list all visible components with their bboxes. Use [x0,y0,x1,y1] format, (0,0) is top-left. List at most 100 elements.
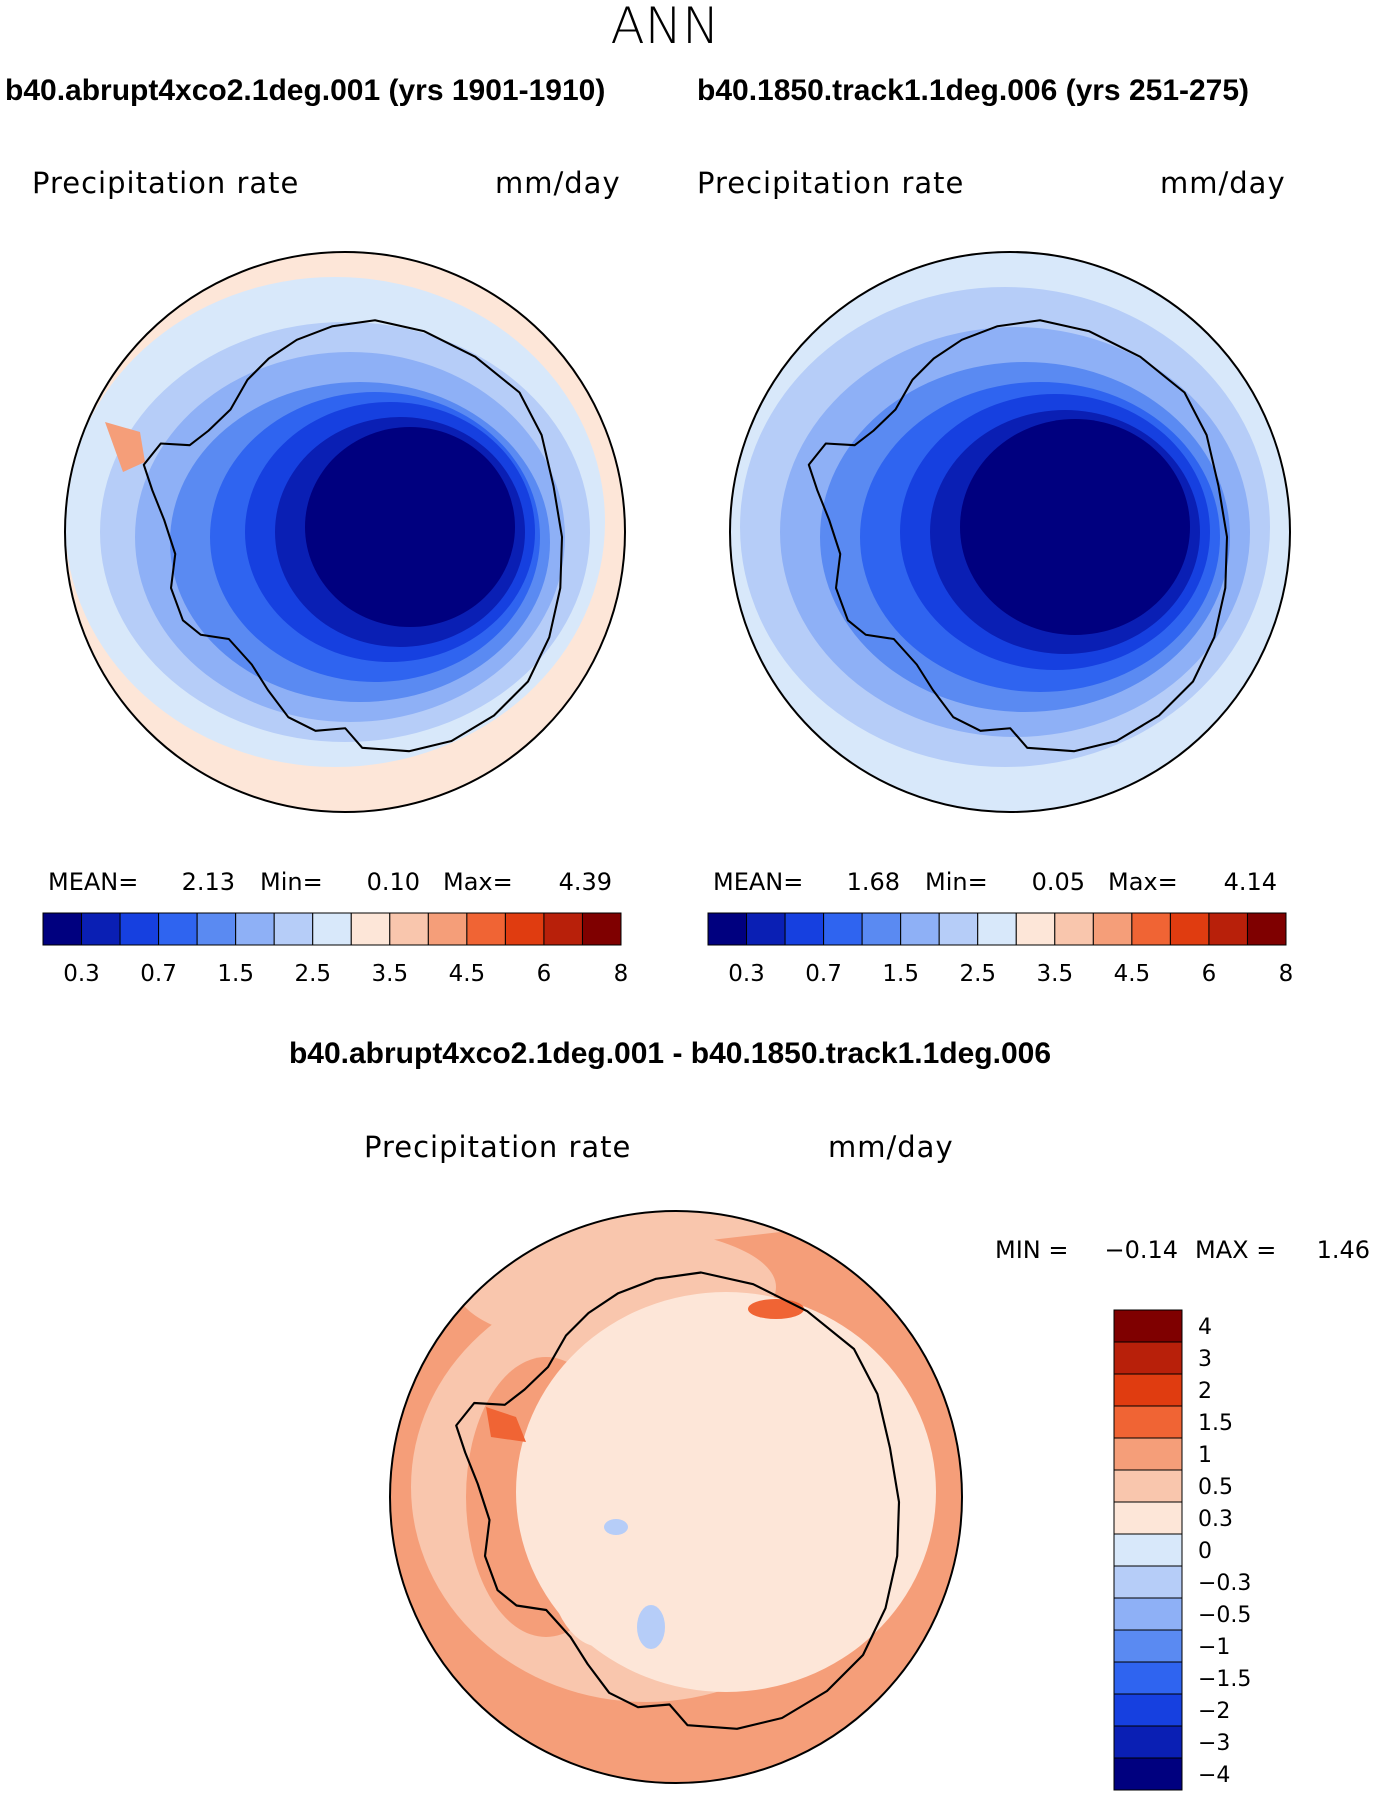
difference-colorbar-tick-label: −2 [1198,1699,1230,1724]
panel-b-colorbar-swatch [784,912,825,946]
difference-colorbar-tick-label: 1 [1198,1443,1212,1468]
panel-a-colorbar-tick-label: 4.5 [449,961,486,987]
panel-a-colorbar-swatch [158,912,198,946]
difference-colorbar-tick-label: −0.3 [1198,1571,1251,1596]
panel-b-colorbar-swatch [1246,912,1287,946]
difference-colorbar-tick-label: −1.5 [1198,1667,1251,1692]
panel-a-mean-label: MEAN= [48,868,138,896]
panel-b-colorbar-swatch [1092,912,1133,946]
difference-variable-name: Precipitation rate [364,1130,631,1164]
difference-colorbar-swatch [1113,1405,1183,1439]
panel-a-colorbar-swatch [196,912,237,946]
panel-b-map [729,251,1291,813]
panel-a-map [64,251,626,813]
difference-colorbar: 4 3 2 1.5 1 0.5 0.3 0 −0.3 −0.5 −1 −1.5 −2 −3 −4 [1113,1309,1251,1791]
difference-colorbar-tick-label: 0 [1198,1539,1212,1564]
panel-a-colorbar-swatch [235,912,275,946]
panel-a-colorbar-tick-label: 2.5 [294,961,331,987]
difference-colorbar-tick-label: 0.5 [1198,1475,1233,1500]
panel-b-colorbar-swatch [977,912,1017,946]
difference-colorbar-tick-label: −3 [1198,1731,1230,1756]
panel-a-colorbar-swatch [81,912,121,946]
difference-colorbar-swatch [1113,1373,1183,1407]
panel-a-colorbar-tick-label: 3.5 [372,961,409,987]
panel-a-colorbar-swatch [466,912,506,946]
difference-colorbar-swatch [1113,1341,1183,1375]
panel-b-colorbar-tick-label: 1.5 [882,961,919,987]
panel-a-colorbar-tick-label: 0.7 [140,961,177,987]
panel-b-colorbar-tick-label: 0.3 [728,961,765,987]
panel-b-colorbar-tick-label: 2.5 [959,961,996,987]
difference-colorbar-swatch [1113,1309,1183,1343]
difference-colorbar-tick-label: −0.5 [1198,1603,1251,1628]
panel-b-colorbar-tick-label: 6 [1202,961,1217,987]
panel-a-units: mm/day [495,166,621,200]
difference-colorbar-swatch [1113,1501,1183,1535]
panel-b-colorbar-swatch [1208,912,1248,946]
difference-map [389,1210,963,1784]
panel-b-colorbar-swatch [1054,912,1094,946]
season-title: ANN [610,0,719,55]
panel-b-colorbar-tick-label: 3.5 [1037,961,1074,987]
difference-colorbar-swatch [1113,1693,1183,1727]
panel-b-colorbar-tick-label: 4.5 [1114,961,1151,987]
panel-a-colorbar-swatch [427,912,468,946]
difference-colorbar-swatch [1113,1533,1183,1567]
panel-a-colorbar-swatch [581,912,622,946]
panel-b-colorbar-swatch [707,912,748,946]
panel-b-colorbar-tick-label: 8 [1279,961,1294,987]
panel-a-min-value: 0.10 [367,868,420,896]
difference-colorbar-tick-label: 3 [1198,1347,1212,1372]
difference-units: mm/day [828,1130,954,1164]
panel-b-colorbar-swatch [1169,912,1210,946]
difference-colorbar-swatch [1113,1629,1183,1663]
difference-min-label: MIN = [995,1236,1068,1264]
difference-colorbar-tick-label: 0.3 [1198,1507,1233,1532]
panel-b-colorbar-swatch [861,912,902,946]
panel-b-colorbar-swatch [900,912,940,946]
difference-colorbar-swatch [1113,1757,1183,1791]
panel-b-min-label: Min= [925,868,988,896]
panel-b-units: mm/day [1160,166,1286,200]
difference-min-value: −0.14 [1104,1236,1178,1264]
difference-colorbar-tick-label: −4 [1198,1763,1230,1788]
difference-colorbar-swatch [1113,1725,1183,1759]
panel-a-colorbar-swatch [504,912,545,946]
difference-max-label: MAX = [1195,1236,1276,1264]
panel-a-mean-value: 2.13 [182,868,235,896]
difference-colorbar-tick-label: 4 [1198,1315,1212,1340]
panel-b-colorbar-swatch [746,912,786,946]
difference-colorbar-swatch [1113,1597,1183,1631]
panel-a-case-title: b40.abrupt4xco2.1deg.001 (yrs 1901-1910) [5,74,605,107]
panel-a-colorbar-swatch [273,912,314,946]
panel-a-max-label: Max= [443,868,513,896]
difference-colorbar-tick-label: 1.5 [1198,1411,1233,1436]
panel-b-colorbar-swatch [1015,912,1056,946]
difference-colorbar-swatch [1113,1469,1183,1503]
panel-a-colorbar-tick-label: 0.3 [63,961,100,987]
difference-max-value: 1.46 [1317,1236,1370,1264]
difference-colorbar-swatch [1113,1661,1183,1695]
difference-colorbar-tick-label: 2 [1198,1379,1212,1404]
panel-a-colorbar-swatch [543,912,583,946]
panel-a-colorbar-tick-label: 8 [614,961,629,987]
difference-colorbar-tick-label: −1 [1198,1635,1230,1660]
panel-a-colorbar-swatch [350,912,391,946]
difference-title: b40.abrupt4xco2.1deg.001 - b40.1850.trac… [289,1037,1051,1070]
panel-a-colorbar-tick-label: 6 [537,961,552,987]
panel-b-case-title: b40.1850.track1.1deg.006 (yrs 251-275) [697,74,1249,107]
panel-a-colorbar: 0.3 0.7 1.5 2.5 3.5 4.5 6 8 [42,912,629,987]
difference-colorbar-swatch [1113,1437,1183,1471]
difference-colorbar-swatch [1113,1565,1183,1599]
panel-b-mean-value: 1.68 [847,868,900,896]
panel-a-colorbar-swatch [389,912,429,946]
panel-b-variable-name: Precipitation rate [697,166,964,200]
panel-a-max-value: 4.39 [559,868,612,896]
panel-b-min-value: 0.05 [1032,868,1085,896]
panel-a-colorbar-swatch [42,912,83,946]
panel-a-colorbar-swatch [312,912,352,946]
panel-a-variable-name: Precipitation rate [32,166,299,200]
panel-b-max-value: 4.14 [1224,868,1277,896]
panel-b-colorbar-swatch [823,912,863,946]
